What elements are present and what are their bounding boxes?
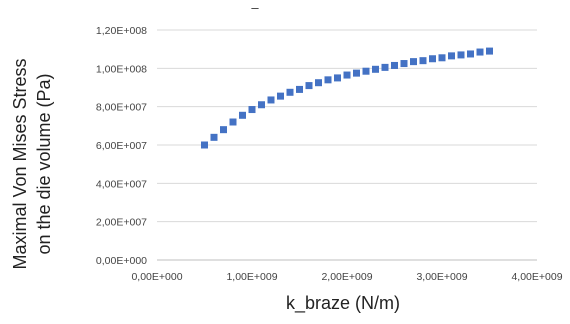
y-tick-label: 4,00E+007 <box>96 178 147 190</box>
y-tick-label: 8,00E+007 <box>96 102 147 114</box>
data-point <box>220 126 227 134</box>
data-point <box>372 65 379 73</box>
y-tick-label: 6,00E+007 <box>96 140 147 152</box>
data-point <box>315 79 322 87</box>
x-tick-labels: 0,00E+000 1,00E+009 2,00E+009 3,00E+009 4,00… <box>131 271 562 283</box>
data-point <box>486 47 493 55</box>
data-point <box>381 63 389 71</box>
data-point <box>429 55 436 63</box>
data-point <box>334 74 341 82</box>
data-point <box>258 101 265 109</box>
y-tick-label: 1,20E+008 <box>96 25 147 37</box>
data-point <box>277 92 284 100</box>
y-tick-labels: 0,00E+000 2,00E+007 4,00E+007 6,00E+007 8,00… <box>96 25 147 267</box>
data-point <box>448 52 455 60</box>
x-axis-title: k_braze (N/m) <box>286 293 400 314</box>
data-point <box>353 69 360 77</box>
y-tick-label: 1,00E+008 <box>96 63 147 75</box>
data-point <box>343 71 351 79</box>
data-point <box>324 76 332 84</box>
data-point <box>267 96 275 104</box>
data-point <box>201 141 208 149</box>
y-axis-title: Maximal Von Mises Stress on the die volu… <box>10 58 54 269</box>
data-point <box>467 50 474 58</box>
x-tick-label: 3,00E+009 <box>416 271 467 283</box>
chart-title: – <box>251 0 259 15</box>
data-point <box>296 85 303 93</box>
data-point <box>476 48 484 56</box>
x-tick-label: 1,00E+009 <box>226 271 277 283</box>
data-point <box>305 82 313 90</box>
data-point <box>438 54 446 62</box>
y-axis-title-line-2: on the die volume (Pa) <box>34 73 54 254</box>
x-tick-label: 0,00E+000 <box>131 271 182 283</box>
data-point <box>362 67 370 75</box>
data-point <box>410 58 417 66</box>
data-point <box>229 118 237 126</box>
y-tick-label: 0,00E+000 <box>96 255 147 267</box>
data-point <box>248 106 256 114</box>
y-tick-label: 2,00E+007 <box>96 217 147 229</box>
data-point <box>239 111 246 119</box>
data-point <box>400 60 408 68</box>
data-point <box>419 57 427 65</box>
data-point <box>286 88 294 96</box>
y-axis-title-line-1: Maximal Von Mises Stress <box>10 58 30 269</box>
data-point <box>391 61 398 69</box>
gridlines <box>157 29 537 261</box>
data-point <box>457 51 465 59</box>
x-tick-label: 4,00E+009 <box>511 271 562 283</box>
x-tick-label: 2,00E+009 <box>321 271 372 283</box>
data-point <box>210 133 218 141</box>
data-points <box>201 47 493 149</box>
